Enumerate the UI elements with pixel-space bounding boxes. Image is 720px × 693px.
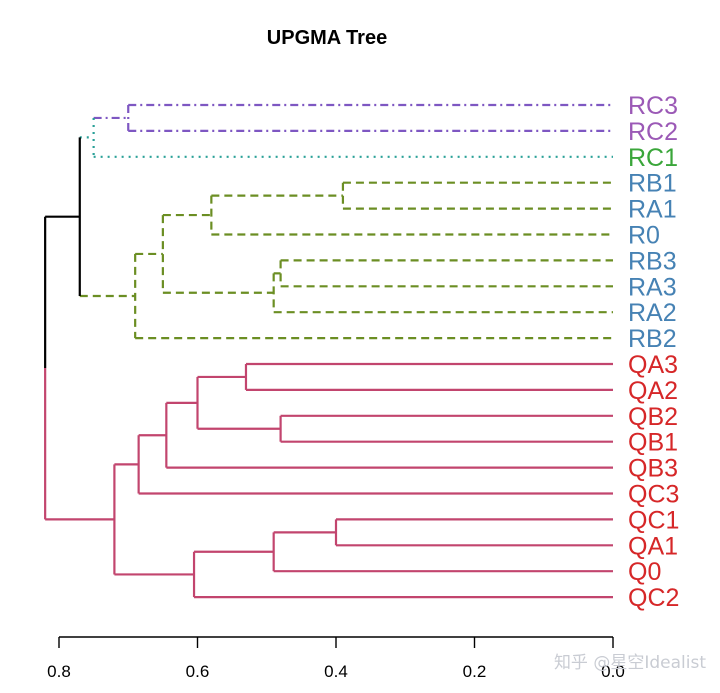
tip-label-qb2: QB2 xyxy=(628,403,678,431)
tip-label-qa2: QA2 xyxy=(628,377,678,405)
tip-label-rb1: RB1 xyxy=(628,170,677,198)
x-tick-label-3: 0.2 xyxy=(463,662,487,681)
tip-label-qa3: QA3 xyxy=(628,351,678,379)
tip-label-ra2: RA2 xyxy=(628,299,677,327)
tip-label-rb3: RB3 xyxy=(628,247,677,275)
tip-label-qc2: QC2 xyxy=(628,584,679,612)
tip-label-rb2: RB2 xyxy=(628,325,677,353)
tip-label-q0: Q0 xyxy=(628,558,661,586)
x-tick-label-4: 0.0 xyxy=(601,662,625,681)
tip-label-ra1: RA1 xyxy=(628,196,677,224)
tip-label-qc3: QC3 xyxy=(628,481,679,509)
tip-label-qc1: QC1 xyxy=(628,506,679,534)
x-tick-label-2: 0.4 xyxy=(324,662,348,681)
x-axis: 0.8 0.6 0.4 0.2 0.0 xyxy=(47,636,625,681)
watermark: 知乎 @星空Idealist xyxy=(554,653,706,673)
chart-title: UPGMA Tree xyxy=(267,27,387,49)
tip-label-qa1: QA1 xyxy=(628,532,678,560)
tip-labels: RC3RC2RC1RB1RA1R0RB3RA3RA2RB2QA3QA2QB2QB… xyxy=(628,92,679,612)
tip-label-ra3: RA3 xyxy=(628,273,677,301)
tip-label-qb1: QB1 xyxy=(628,429,678,457)
tip-label-rc3: RC3 xyxy=(628,92,678,120)
tree-branches xyxy=(44,103,613,599)
tip-label-qb3: QB3 xyxy=(628,455,678,483)
x-tick-label-1: 0.6 xyxy=(186,662,210,681)
tip-label-r0: R0 xyxy=(628,222,660,250)
x-tick-label-0: 0.8 xyxy=(47,662,71,681)
tip-label-rc2: RC2 xyxy=(628,118,678,146)
tip-label-rc1: RC1 xyxy=(628,144,678,172)
